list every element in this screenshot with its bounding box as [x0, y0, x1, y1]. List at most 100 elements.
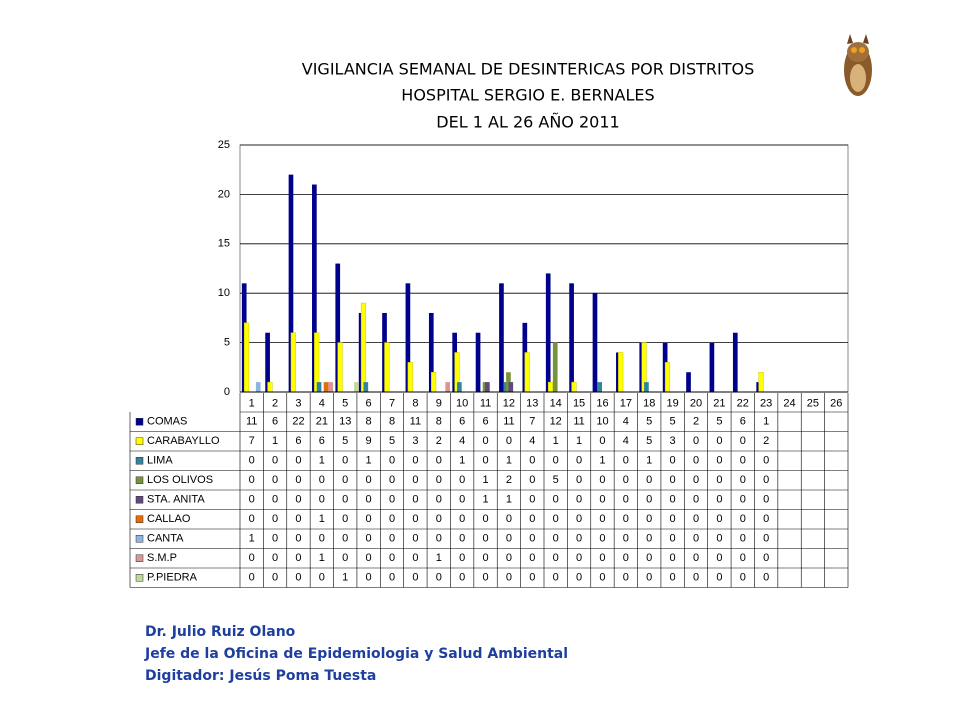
table-cell: 0	[249, 494, 255, 506]
table-cell: 0	[342, 455, 348, 467]
table-cell: 0	[716, 435, 722, 447]
table-cell: 0	[693, 435, 699, 447]
x-tick-label: 16	[596, 397, 608, 409]
table-cell: 1	[319, 552, 325, 564]
table-cell: 0	[670, 455, 676, 467]
table-cell: 0	[482, 533, 488, 545]
x-tick-label: 14	[550, 397, 562, 409]
x-tick-label: 3	[295, 397, 301, 409]
table-cell: 0	[482, 455, 488, 467]
legend-label: S.M.P	[147, 552, 177, 564]
bar	[499, 283, 504, 392]
table-cell: 0	[763, 474, 769, 486]
table-cell: 0	[716, 552, 722, 564]
table-cell: 0	[740, 572, 746, 584]
bar	[316, 382, 322, 392]
table-cell: 13	[339, 416, 351, 428]
table-cell: 0	[553, 455, 559, 467]
bar	[569, 283, 574, 392]
x-tick-label: 22	[737, 397, 749, 409]
table-cell: 0	[576, 513, 582, 525]
bar	[644, 382, 649, 392]
table-cell: 0	[272, 533, 278, 545]
x-tick-label: 12	[503, 397, 515, 409]
table-cell: 0	[716, 455, 722, 467]
bar	[592, 293, 598, 392]
table-cell: 0	[436, 455, 442, 467]
table-cell: 10	[596, 416, 608, 428]
table-cell: 0	[740, 552, 746, 564]
table-cell: 0	[389, 513, 395, 525]
table-cell: 1	[319, 455, 325, 467]
table-cell: 0	[436, 533, 442, 545]
bar	[328, 382, 334, 392]
bar	[664, 362, 671, 393]
table-cell: 1	[249, 533, 255, 545]
table-cell: 11	[573, 416, 584, 428]
table-cell: 1	[646, 455, 652, 467]
table-cell: 0	[763, 552, 769, 564]
table-cell: 0	[272, 552, 278, 564]
table-cell: 0	[529, 513, 535, 525]
table-cell: 5	[716, 416, 722, 428]
table-cell: 0	[576, 572, 582, 584]
table-cell: 0	[763, 455, 769, 467]
table-cell: 1	[576, 435, 582, 447]
table-cell: 0	[763, 572, 769, 584]
table-cell: 5	[646, 435, 652, 447]
x-tick-label: 8	[412, 397, 418, 409]
table-cell: 5	[670, 416, 676, 428]
legend-label: LOS OLIVOS	[147, 474, 213, 486]
y-tick-label: 0	[224, 386, 230, 398]
table-cell: 0	[576, 552, 582, 564]
table-cell: 0	[670, 474, 676, 486]
table-cell: 9	[366, 435, 372, 447]
table-cell: 0	[412, 533, 418, 545]
y-tick-label: 5	[224, 337, 230, 349]
owl-icon	[844, 34, 872, 96]
table-cell: 0	[249, 513, 255, 525]
table-cell: 0	[319, 474, 325, 486]
x-tick-label: 6	[366, 397, 372, 409]
table-cell: 0	[763, 494, 769, 506]
table-cell: 0	[506, 435, 512, 447]
bar	[407, 362, 413, 393]
bar	[428, 312, 434, 392]
table-cell: 0	[459, 494, 465, 506]
table-cell: 0	[459, 513, 465, 525]
table-cell: 5	[389, 435, 395, 447]
bar	[335, 263, 341, 392]
legend-label: CANTA	[147, 533, 184, 545]
y-tick-label: 15	[218, 238, 230, 250]
table-cell: 1	[506, 455, 512, 467]
legend-label: COMAS	[147, 416, 187, 428]
table-cell: 0	[342, 474, 348, 486]
table-cell: 0	[576, 455, 582, 467]
table-cell: 0	[646, 572, 652, 584]
bar	[255, 382, 261, 392]
x-tick-label: 19	[666, 397, 678, 409]
table-cell: 0	[623, 533, 629, 545]
bar	[732, 332, 738, 392]
table-cell: 0	[693, 513, 699, 525]
table-cell: 1	[272, 435, 278, 447]
table-cell: 0	[763, 533, 769, 545]
table-cell: 0	[623, 513, 629, 525]
table-cell: 0	[763, 513, 769, 525]
table-cell: 0	[740, 533, 746, 545]
bar	[290, 332, 296, 393]
table-cell: 0	[599, 494, 605, 506]
table-cell: 0	[342, 552, 348, 564]
x-tick-label: 20	[690, 397, 702, 409]
table-cell: 0	[249, 455, 255, 467]
table-cell: 6	[740, 416, 746, 428]
table-cell: 8	[366, 416, 372, 428]
table-cell: 0	[553, 572, 559, 584]
table-cell: 0	[646, 533, 652, 545]
table-cell: 3	[412, 435, 418, 447]
table-cell: 4	[623, 435, 629, 447]
table-cell: 0	[249, 474, 255, 486]
table-cell: 1	[599, 455, 605, 467]
table-cell: 0	[576, 474, 582, 486]
table-cell: 0	[249, 572, 255, 584]
